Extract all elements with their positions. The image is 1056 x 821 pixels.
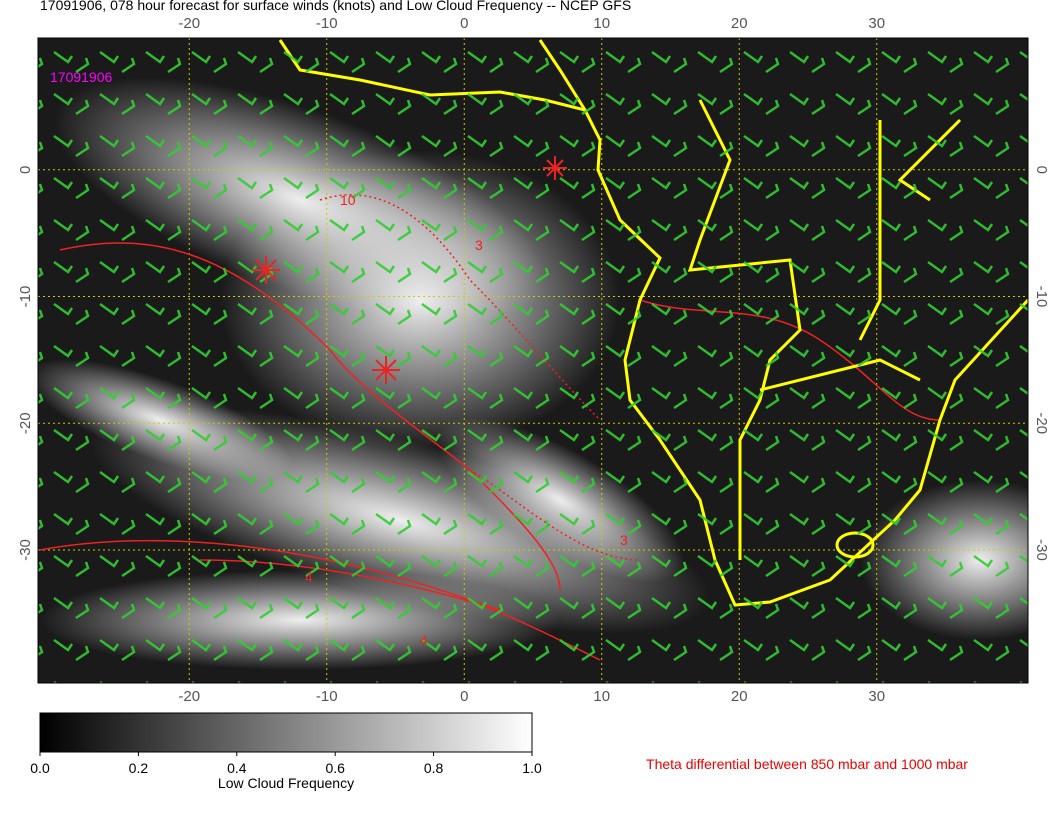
y-tick-label: 0 bbox=[1033, 166, 1050, 174]
colorbar-tick-label: 0.2 bbox=[129, 760, 149, 776]
x-tick-label: -10 bbox=[316, 15, 338, 32]
map-ticks: -20 -20 -10 -10 0 0 10 10 20 20 30 30 0 0 -10 -10 -20 -20… bbox=[17, 15, 1050, 705]
x-tick-label: 10 bbox=[593, 15, 610, 32]
colorbar-ticks: 0.0 0.2 0.4 0.6 0.8 1.0 bbox=[30, 752, 542, 776]
colorbar bbox=[39, 712, 533, 753]
y-tick-label: 0 bbox=[17, 166, 34, 174]
x-tick-label: 0 bbox=[460, 688, 468, 705]
colorbar-label: Low Cloud Frequency bbox=[218, 775, 354, 791]
x-tick-label: 10 bbox=[593, 688, 610, 705]
note: Theta differential between 850 mbar and … bbox=[646, 756, 968, 772]
x-tick-label: -20 bbox=[178, 688, 200, 705]
x-tick-label: -20 bbox=[178, 15, 200, 32]
y-tick-label: -20 bbox=[17, 412, 34, 434]
contour-label: 4 bbox=[420, 632, 428, 648]
markers bbox=[252, 156, 567, 384]
x-tick-label: -10 bbox=[316, 688, 338, 705]
colorbar-tick-label: 0.4 bbox=[227, 760, 247, 776]
x-tick-label: 20 bbox=[731, 15, 748, 32]
contour-label: 3 bbox=[475, 237, 483, 253]
x-tick-label: 20 bbox=[731, 688, 748, 705]
contour-label: 10 bbox=[340, 192, 356, 208]
contour-labels: 10 3 3 4 4 bbox=[305, 192, 628, 648]
map-frame bbox=[37, 37, 1029, 684]
colorbar-tick-label: 0.0 bbox=[30, 760, 50, 776]
x-tick-label: 0 bbox=[460, 15, 468, 32]
contour-label: 4 bbox=[305, 569, 313, 585]
colorbar-tick-label: 1.0 bbox=[522, 760, 542, 776]
title: 17091906, 078 hour forecast for surface … bbox=[40, 0, 631, 13]
y-tick-label: -20 bbox=[1033, 412, 1050, 434]
x-tick-label: 30 bbox=[868, 688, 885, 705]
map: 10 3 3 4 4 17091906 bbox=[38, 38, 1028, 683]
y-tick-label: -30 bbox=[17, 539, 34, 561]
y-tick-label: -10 bbox=[1033, 286, 1050, 308]
wind-barbs bbox=[38, 38, 1028, 683]
contour-label: 3 bbox=[620, 532, 628, 548]
x-tick-label: 30 bbox=[868, 15, 885, 32]
colorbar-tick-label: 0.6 bbox=[325, 760, 345, 776]
date-stamp: 17091906 bbox=[50, 69, 113, 85]
y-tick-label: -10 bbox=[17, 286, 34, 308]
y-tick-label: -30 bbox=[1033, 539, 1050, 561]
colorbar-tick-label: 0.8 bbox=[424, 760, 444, 776]
